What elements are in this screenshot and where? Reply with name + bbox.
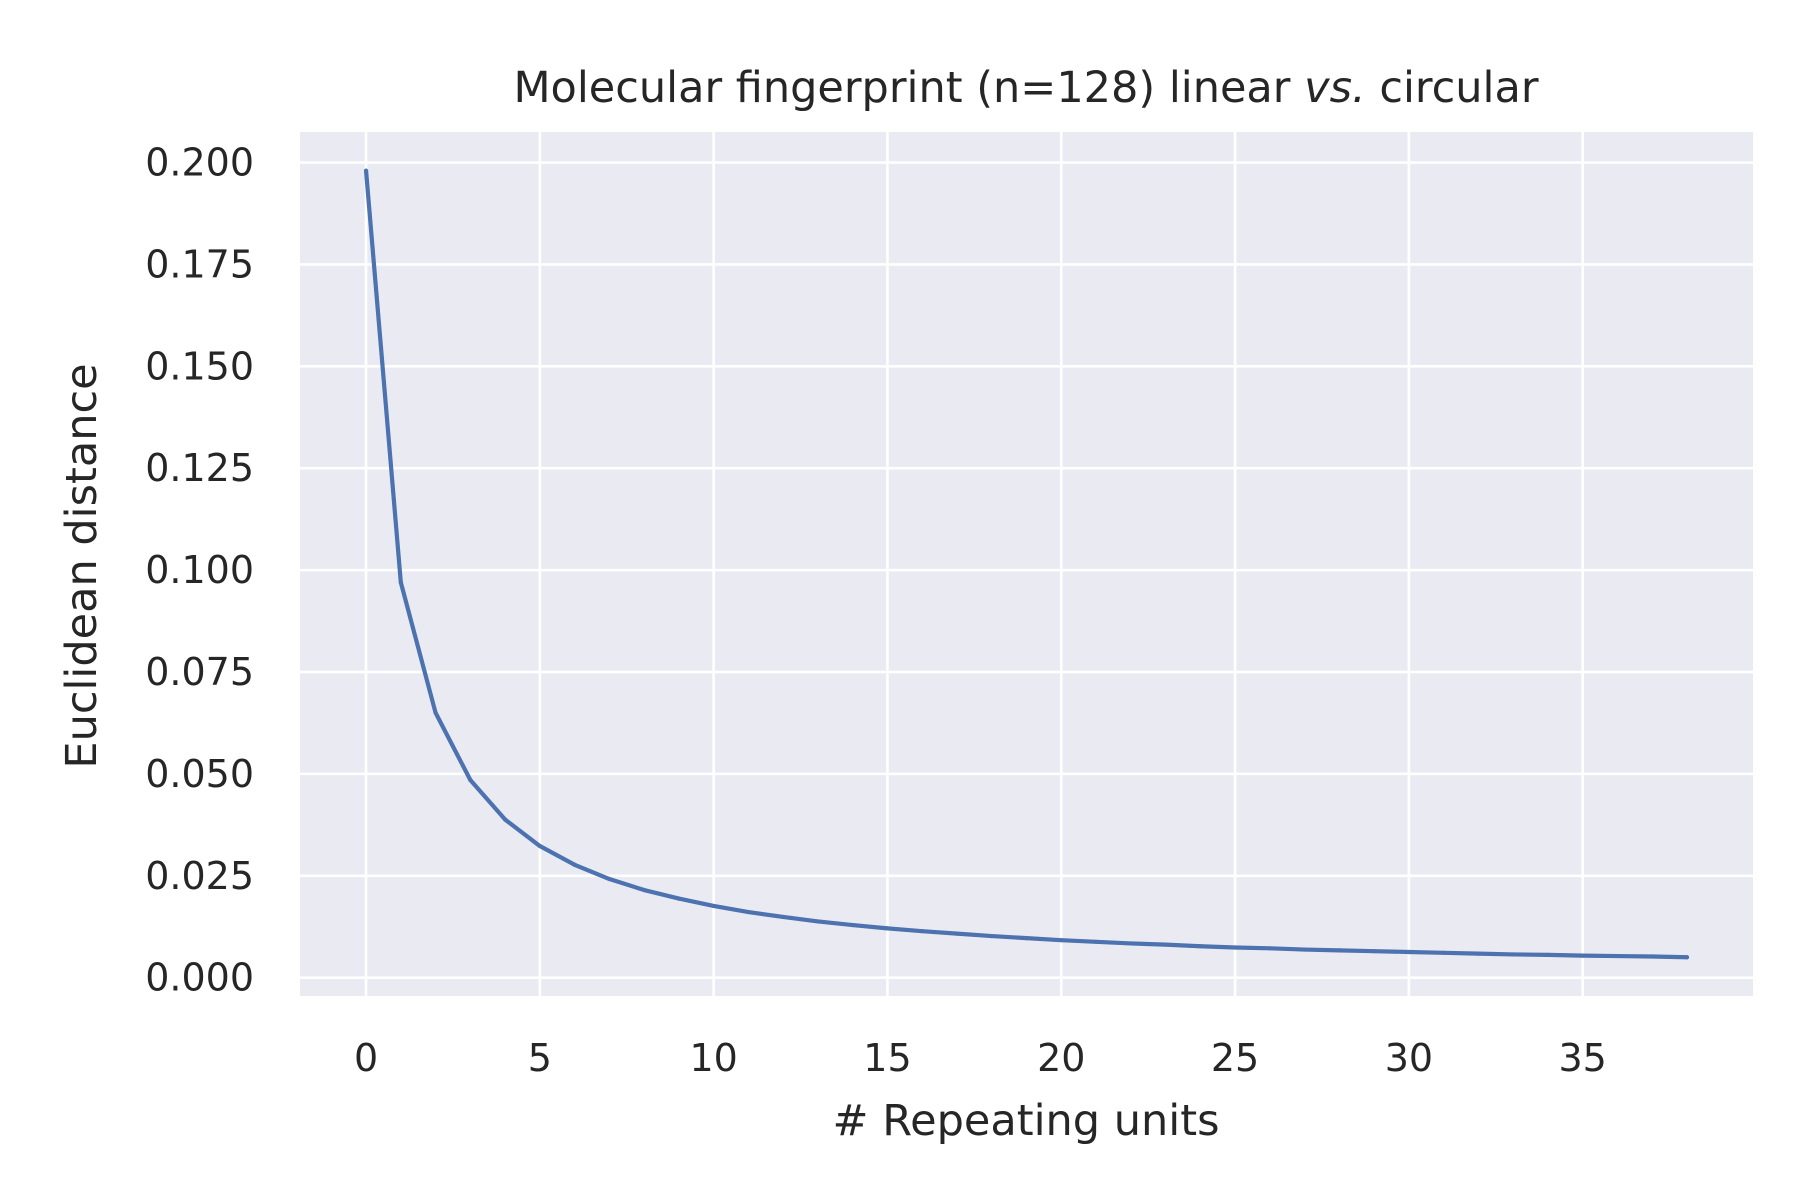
data-point xyxy=(815,919,821,924)
data-point xyxy=(746,909,751,915)
y-tick-label: 0.125 xyxy=(145,446,254,490)
data-point xyxy=(954,931,960,936)
data-point xyxy=(1198,944,1203,949)
data-point xyxy=(676,896,681,901)
data-point xyxy=(711,903,716,909)
data-point xyxy=(850,922,855,928)
x-tick-label: 20 xyxy=(1037,1036,1085,1080)
data-point xyxy=(989,933,994,939)
data-point xyxy=(642,887,647,893)
y-tick-label: 0.025 xyxy=(145,854,254,898)
data-point xyxy=(607,876,612,882)
x-tick-label: 25 xyxy=(1211,1036,1259,1080)
data-point xyxy=(468,777,473,783)
data-point xyxy=(502,817,508,822)
data-point xyxy=(1302,947,1307,952)
data-point xyxy=(433,710,438,715)
data-point xyxy=(1163,942,1168,947)
data-point xyxy=(537,843,542,849)
y-tick-label: 0.200 xyxy=(145,141,254,185)
data-point xyxy=(1093,939,1099,944)
x-tick-label: 0 xyxy=(354,1036,378,1080)
y-axis-label: Euclidean distance xyxy=(57,363,107,768)
x-tick-label: 15 xyxy=(863,1036,911,1080)
chart-title: Molecular fingerprint (n=128) linear vs.… xyxy=(513,63,1538,113)
y-tick-label: 0.050 xyxy=(145,752,254,796)
data-point xyxy=(1476,951,1481,956)
y-tick-label: 0.000 xyxy=(145,956,254,1000)
data-point xyxy=(1545,952,1551,957)
y-gridlines xyxy=(300,161,1753,979)
data-point xyxy=(885,926,890,931)
data-point xyxy=(363,168,369,173)
data-point xyxy=(1372,949,1377,954)
x-tick-label: 5 xyxy=(528,1036,552,1080)
data-point xyxy=(1128,941,1133,946)
data-point xyxy=(1580,953,1585,958)
data-point xyxy=(1511,952,1516,957)
chart-title-suffix: circular xyxy=(1366,63,1539,113)
plot-area xyxy=(300,132,1753,996)
x-gridlines xyxy=(364,132,1584,996)
x-tick-label: 10 xyxy=(689,1036,737,1080)
data-point xyxy=(1337,948,1342,953)
data-point xyxy=(1615,953,1620,959)
y-tick-label: 0.175 xyxy=(145,242,254,286)
x-axis-label: # Repeating units xyxy=(833,1096,1220,1146)
data-point xyxy=(398,580,403,585)
chart-title-vs: vs. xyxy=(1304,63,1366,113)
x-tick-label: 35 xyxy=(1558,1036,1606,1080)
y-tick-label: 0.150 xyxy=(145,344,254,388)
y-tick-labels: 0.000 0.025 0.050 0.075 0.100 0.125 0.150 0.175… xyxy=(145,141,254,1000)
data-point xyxy=(572,862,577,867)
data-point xyxy=(1406,949,1411,955)
x-tick-label: 30 xyxy=(1385,1036,1433,1080)
data-point xyxy=(1024,936,1029,941)
data-point xyxy=(1684,955,1690,960)
data-points xyxy=(363,168,1690,960)
x-tick-labels: 0 5 10 15 20 25 30 35 xyxy=(354,1036,1607,1080)
data-point xyxy=(1267,946,1272,951)
data-point xyxy=(1650,954,1655,959)
data-point xyxy=(781,914,786,920)
data-point xyxy=(1441,950,1446,955)
y-tick-label: 0.075 xyxy=(145,650,254,694)
data-point xyxy=(1059,938,1064,943)
data-point xyxy=(920,929,925,934)
data-point xyxy=(1232,945,1238,950)
y-tick-label: 0.100 xyxy=(145,548,254,592)
chart-title-prefix: Molecular fingerprint (n=128) linear xyxy=(513,63,1304,113)
